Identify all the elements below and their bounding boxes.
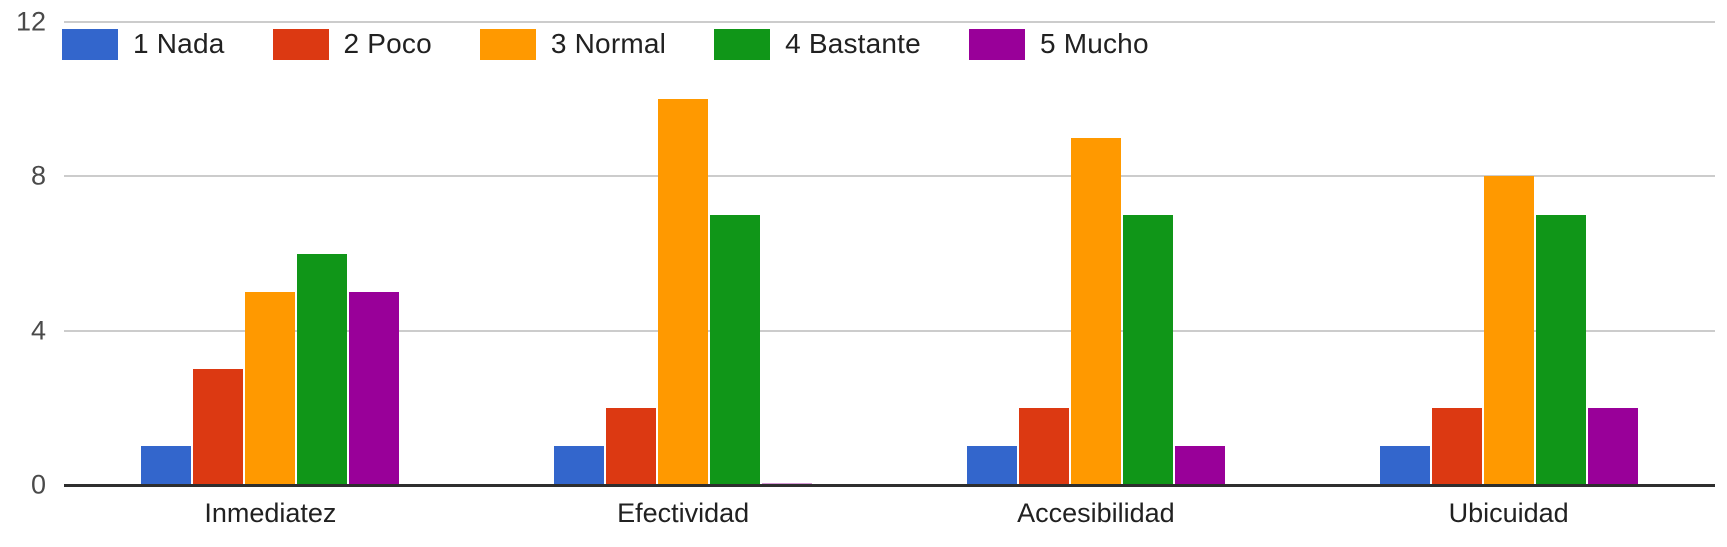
bar-group [477,22,890,485]
gridline [64,329,1715,332]
bar[interactable] [1431,407,1482,485]
legend-swatch-icon [479,28,536,60]
bar[interactable] [710,214,761,485]
bar[interactable] [1587,407,1638,485]
bar[interactable] [1070,137,1121,485]
legend-label: 5 Mucho [1039,28,1149,59]
bar[interactable] [349,292,400,485]
x-tick-label: Efectividad [617,498,750,528]
y-tick-label: 12 [15,6,46,37]
legend-item: 4 Bastante [714,28,921,60]
bar[interactable] [658,99,709,485]
bar[interactable] [297,253,348,485]
x-axis-baseline [64,484,1715,487]
legend-swatch-icon [272,28,329,60]
legend-swatch-icon [62,28,118,60]
gridline [64,175,1715,178]
legend-item: 2 Poco [272,28,432,60]
bar-group [64,22,477,485]
bar[interactable] [1535,214,1586,485]
x-tick-label: Accesibilidad [1017,498,1175,528]
x-axis: Inmediatez Efectividad Accesibilidad Ubicui… [64,498,1715,529]
bar[interactable] [966,446,1017,485]
legend-label: 1 Nada [133,28,225,59]
x-tick-label: Ubicuidad [1448,498,1569,528]
bar[interactable] [193,369,244,485]
bar-group [890,22,1303,485]
bar[interactable] [1174,446,1225,485]
legend-label: 4 Bastante [785,28,921,59]
legend-label: 3 Normal [550,28,667,59]
y-tick-label: 8 [30,160,46,191]
bar[interactable] [554,446,605,485]
legend-label: 2 Poco [343,28,432,59]
bar[interactable] [245,292,296,485]
bar[interactable] [1379,446,1430,485]
legend-item: 3 Normal [479,28,667,60]
y-axis: 12 8 4 0 [0,7,46,500]
legend: 1 Nada 2 Poco 3 Normal 4 Bastante 5 Mucho [62,28,1149,60]
bar-group [1302,22,1715,485]
bar[interactable] [1483,176,1534,485]
gridline [64,21,1715,23]
y-tick-label: 4 [30,315,46,346]
x-tick-label: Inmediatez [204,498,337,528]
legend-swatch-icon [968,28,1025,60]
bar[interactable] [1122,214,1173,485]
legend-item: 1 Nada [62,28,225,60]
bar[interactable] [606,407,657,485]
y-tick-label: 0 [30,469,46,500]
bar[interactable] [1018,407,1069,485]
bar[interactable] [141,446,192,485]
legend-item: 5 Mucho [968,28,1149,60]
legend-swatch-icon [714,28,771,60]
plot-area [64,21,1715,485]
